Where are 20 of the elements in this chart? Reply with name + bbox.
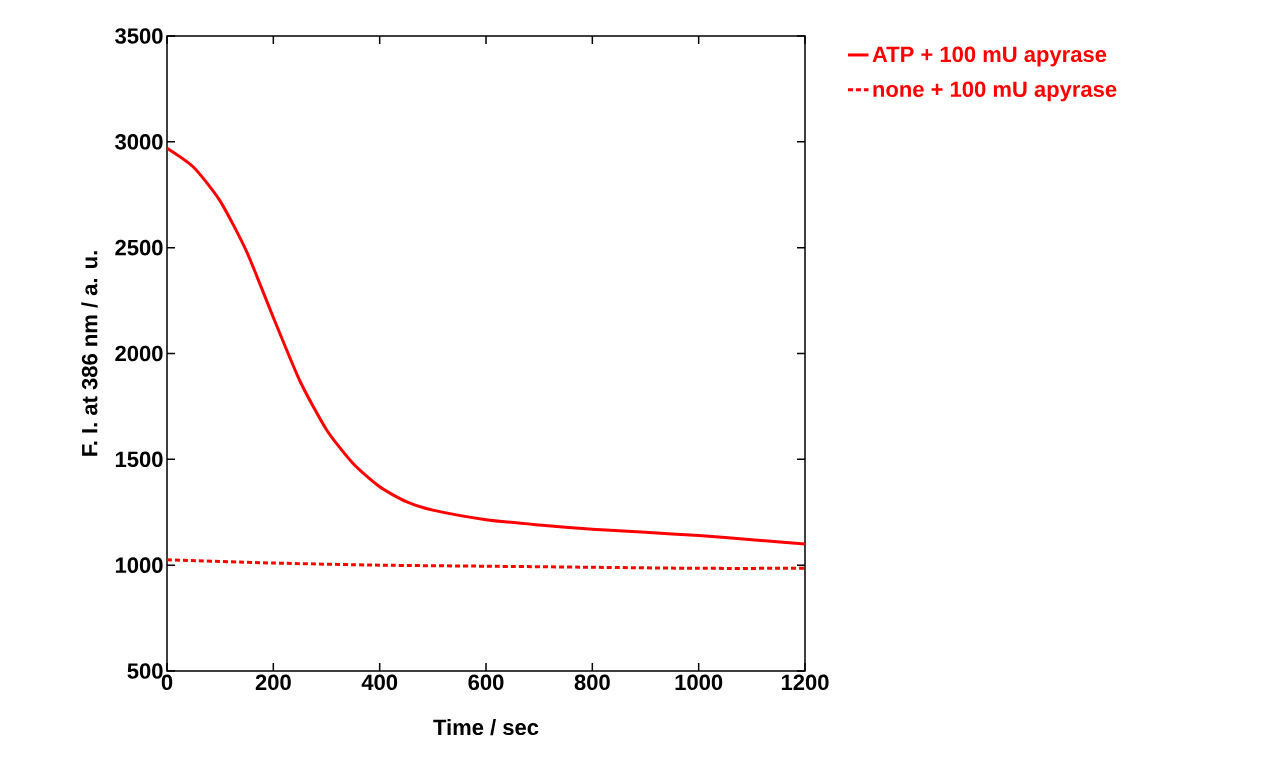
x-tick-label: 1200 [781, 674, 829, 691]
y-tick-label: 500 [127, 663, 163, 679]
x-tick-label: 1000 [675, 674, 723, 691]
y-tick-label: 3000 [115, 134, 163, 150]
line-series [167, 558, 805, 570]
line-series [167, 146, 805, 546]
x-tick-label: 600 [468, 674, 504, 691]
x-tick-label: 0 [161, 674, 173, 691]
y-tick-label: 3500 [115, 28, 163, 44]
y-tick-label: 1500 [115, 451, 163, 468]
x-tick-label: 200 [255, 674, 291, 691]
x-tick-label: 400 [361, 674, 398, 691]
y-axis-title: F. I. at 386 nm / a. u. [81, 251, 98, 456]
y-tick-label: 2500 [115, 239, 163, 256]
x-axis-title: Time / sec [433, 718, 539, 736]
y-tick-label: 1000 [115, 557, 163, 573]
legend-label: none + 100 mU apyrase [873, 81, 1117, 102]
legend-label: ATP + 100 mU apyrase [872, 46, 1107, 67]
x-tick-label: 800 [574, 674, 610, 691]
y-tick-label: 2000 [115, 345, 163, 362]
